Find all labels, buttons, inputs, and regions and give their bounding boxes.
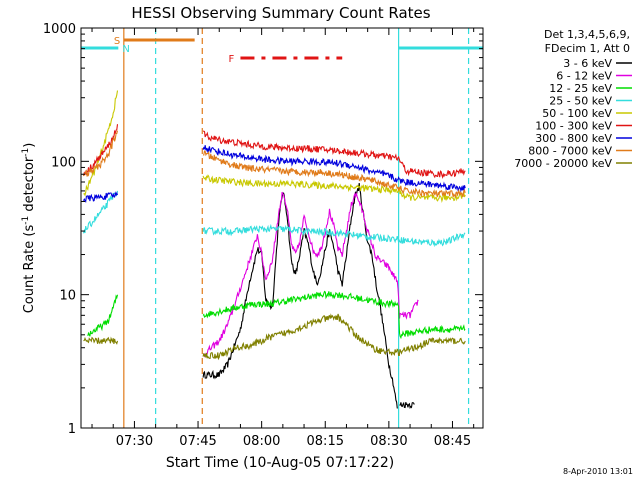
marker-label-n: N bbox=[122, 44, 129, 55]
x-tick-label-3: 08:15 bbox=[307, 434, 344, 449]
chart-title: HESSI Observing Summary Count Rates bbox=[131, 4, 430, 22]
series-line-0-seg-0 bbox=[202, 183, 398, 409]
marker-label-s: S bbox=[114, 36, 120, 47]
x-tick-label-2: 08:00 bbox=[243, 434, 280, 449]
series-line-3-seg-0 bbox=[82, 190, 119, 234]
legend-label-7: 800 - 7000 keV bbox=[528, 145, 612, 158]
y-tick-label-3: 1000 bbox=[43, 22, 76, 37]
series-line-0-seg-1 bbox=[399, 401, 415, 409]
y-label-main: Count Rate (s bbox=[22, 225, 37, 314]
y-label-sup1: -1 bbox=[21, 216, 31, 225]
series-line-5-seg-1 bbox=[203, 130, 466, 179]
y-label-mid: detector bbox=[22, 156, 37, 216]
series-line-3-seg-1 bbox=[202, 223, 466, 248]
plot-content bbox=[81, 28, 483, 428]
legend-label-2: 12 - 25 keV bbox=[549, 82, 612, 95]
x-tick-label-1: 07:45 bbox=[179, 434, 216, 449]
x-tick-label-5: 08:45 bbox=[434, 434, 471, 449]
x-tick-label-4: 08:30 bbox=[370, 434, 407, 449]
series-line-8-seg-0 bbox=[83, 336, 119, 345]
series-line-7-seg-1 bbox=[203, 150, 466, 199]
y-axis-label: Count Rate (s-1 detector-1) bbox=[21, 143, 37, 314]
legend-label-0: 3 - 6 keV bbox=[563, 57, 612, 70]
legend-header-2: FDecim 1, Att 0 bbox=[545, 42, 630, 55]
series-line-1-seg-0 bbox=[202, 191, 419, 358]
legend-label-1: 6 - 12 keV bbox=[556, 70, 612, 83]
y-tick-label-0: 1 bbox=[68, 422, 76, 437]
series-line-4-seg-0 bbox=[83, 90, 119, 197]
y-label-end: ) bbox=[22, 143, 37, 148]
plot-area: SN F 07:30 07:45 08:00 08:15 08:30 08:45 1 10 100 1… bbox=[43, 22, 484, 449]
y-tick-label-2: 100 bbox=[51, 155, 76, 170]
timestamp: 8-Apr-2010 13:01 bbox=[563, 467, 633, 476]
marker-label-f: F bbox=[228, 54, 234, 65]
series-line-6-seg-0 bbox=[83, 191, 119, 203]
legend: Det 1,3,4,5,6,9, FDecim 1, Att 0 3 - 6 k… bbox=[514, 28, 632, 170]
legend-label-3: 25 - 50 keV bbox=[549, 95, 612, 108]
legend-label-6: 300 - 800 keV bbox=[535, 132, 612, 145]
legend-label-4: 50 - 100 keV bbox=[542, 107, 612, 120]
series-line-2-seg-1 bbox=[202, 290, 466, 340]
series-line-8-seg-1 bbox=[202, 313, 466, 361]
series-line-6-seg-1 bbox=[202, 145, 466, 193]
legend-header-1: Det 1,3,4,5,6,9, bbox=[544, 28, 630, 41]
series-line-2-seg-0 bbox=[87, 294, 119, 337]
legend-label-8: 7000 - 20000 keV bbox=[514, 157, 612, 170]
y-label-sup2: -1 bbox=[21, 148, 31, 157]
axes-frame bbox=[80, 27, 484, 429]
series-line-7-seg-0 bbox=[83, 130, 119, 177]
legend-label-5: 100 - 300 keV bbox=[535, 120, 612, 133]
y-tick-label-1: 10 bbox=[59, 289, 76, 304]
x-axis-label: Start Time (10-Aug-05 07:17:22) bbox=[166, 455, 394, 471]
series-line-4-seg-1 bbox=[202, 174, 466, 204]
x-tick-label-0: 07:30 bbox=[116, 434, 153, 449]
